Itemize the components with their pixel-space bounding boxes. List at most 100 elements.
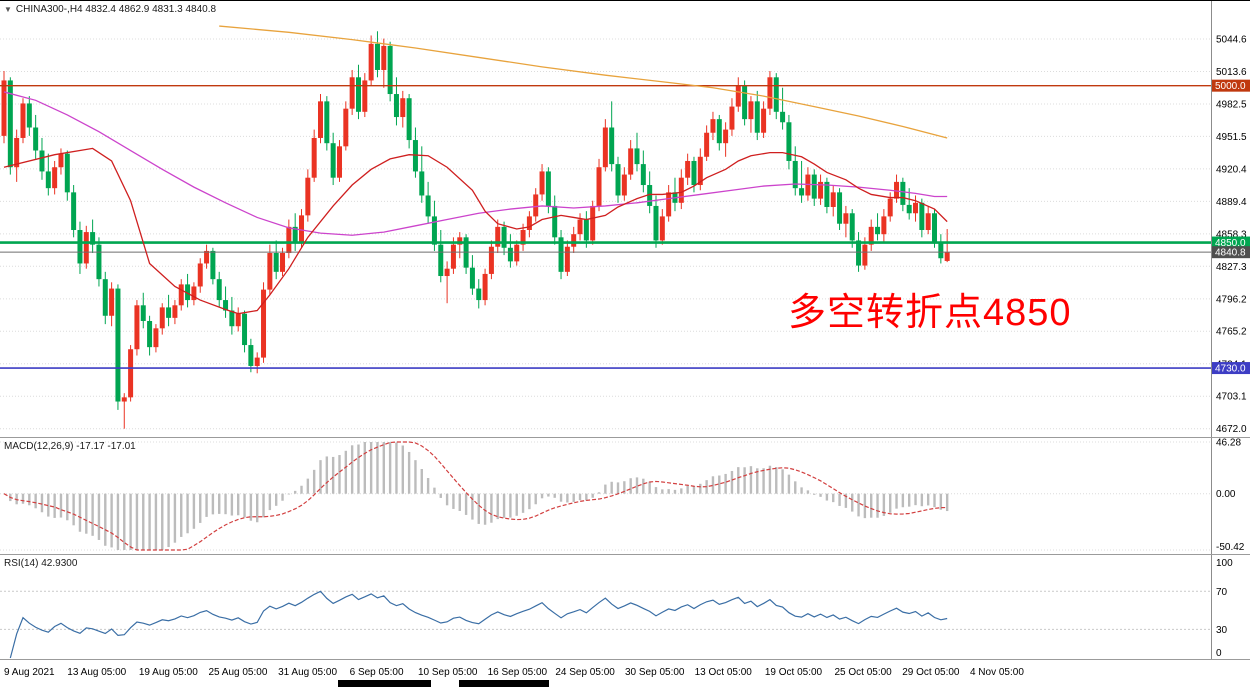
candle [748, 101, 754, 120]
candle [153, 328, 159, 348]
candle [83, 232, 89, 264]
candle [469, 267, 475, 289]
candle [628, 148, 634, 175]
candle [742, 85, 748, 120]
macd-label: MACD(12,26,9) -17.17 -17.01 [4, 441, 136, 452]
collapse-icon[interactable]: ▼ [4, 5, 12, 14]
candle [267, 253, 273, 290]
candle [393, 94, 399, 118]
candle [431, 216, 437, 245]
candle [457, 237, 463, 245]
candle [552, 205, 558, 238]
candle [875, 226, 881, 235]
candle [868, 226, 874, 245]
main-chart-panel: 5044.6 5013.6 4982.5 4951.5 4920.4 4889.4 4858… [0, 1, 1250, 438]
candle [64, 153, 70, 193]
candle [286, 226, 292, 254]
candle [925, 213, 931, 230]
candle [894, 181, 900, 199]
candle [39, 150, 45, 172]
candle [204, 250, 210, 264]
hline-price-tag-text: 4730.0 [1215, 364, 1246, 375]
macd-canvas[interactable]: 46.28 0.00 -50.42 [0, 438, 1250, 554]
candle [837, 192, 843, 224]
rsi-canvas[interactable]: 100 70 30 0 [0, 555, 1250, 659]
candle [140, 305, 146, 321]
candle [412, 140, 418, 172]
hline-price-tag [1212, 236, 1250, 249]
candle [526, 216, 532, 230]
candle [336, 146, 342, 178]
candle [545, 171, 551, 206]
candle [280, 253, 286, 272]
candle [843, 213, 849, 224]
time-axis-label: 4 Nov 05:00 [969, 667, 1024, 678]
candle [533, 194, 539, 217]
candle [938, 242, 944, 259]
candle [615, 164, 621, 196]
taskbar-fragment[interactable] [338, 680, 431, 687]
time-axis-label: 19 Aug 05:00 [138, 667, 198, 678]
candle [482, 273, 488, 301]
candle [115, 288, 121, 402]
taskbar-fragment[interactable] [459, 680, 549, 687]
rsi-axis-label: 30 [1216, 625, 1228, 636]
candle [223, 300, 229, 311]
candle [773, 77, 779, 112]
candle [602, 127, 608, 168]
rsi-axis-label: 0 [1216, 648, 1222, 659]
time-axis-label: 13 Oct 05:00 [694, 667, 752, 678]
price-axis-label: 4982.5 [1216, 99, 1247, 110]
candle [305, 177, 311, 216]
candle [476, 288, 482, 301]
ma-mid-line [3, 91, 948, 236]
price-axis-label: 4951.5 [1216, 132, 1247, 143]
hline-price-tag-text: 4840.8 [1215, 248, 1246, 259]
candle [919, 202, 925, 230]
candle [653, 205, 659, 241]
candle [444, 268, 450, 277]
candle [210, 250, 216, 280]
candle [425, 195, 431, 217]
candle [343, 108, 349, 147]
candle [685, 160, 691, 178]
candle [716, 119, 722, 144]
candle [109, 288, 115, 316]
candle [273, 253, 279, 272]
candle [52, 167, 58, 189]
time-axis-label: 25 Aug 05:00 [208, 667, 268, 678]
candle [235, 313, 241, 327]
time-axis-label: 16 Sep 05:00 [487, 667, 548, 678]
candle [20, 103, 26, 138]
candle [242, 313, 248, 346]
price-annotation[interactable]: 多空转折点4850 [788, 292, 1072, 334]
candle [799, 188, 805, 196]
time-axis[interactable]: 9 Aug 2021 13 Aug 05:00 19 Aug 05:00 25 Aug… [0, 660, 1250, 687]
candle [406, 98, 412, 141]
candle [501, 226, 507, 248]
candle [830, 192, 836, 207]
candle [761, 108, 767, 133]
candle [583, 219, 589, 241]
macd-axis-label: -50.42 [1216, 542, 1245, 553]
hline-price-tag [1212, 246, 1250, 259]
candle [621, 174, 627, 196]
candle [7, 80, 13, 168]
candle [754, 101, 760, 133]
price-axis-label: 4796.2 [1216, 294, 1247, 305]
candle [387, 45, 393, 95]
candle [299, 215, 305, 243]
candle [355, 77, 361, 112]
hline-price-tag [1212, 79, 1250, 92]
candle [932, 213, 938, 243]
rsi-panel: 100 70 30 0 RSI(14) 42.9300 [0, 555, 1250, 660]
candle [248, 345, 254, 366]
candle [191, 286, 197, 301]
main-chart-canvas[interactable]: 5044.6 5013.6 4982.5 4951.5 4920.4 4889.4 4858… [0, 1, 1250, 437]
candle [811, 174, 817, 199]
candle [96, 244, 102, 280]
candle [881, 216, 887, 235]
candle [178, 284, 184, 306]
price-axis-label: 4672.0 [1216, 424, 1247, 435]
